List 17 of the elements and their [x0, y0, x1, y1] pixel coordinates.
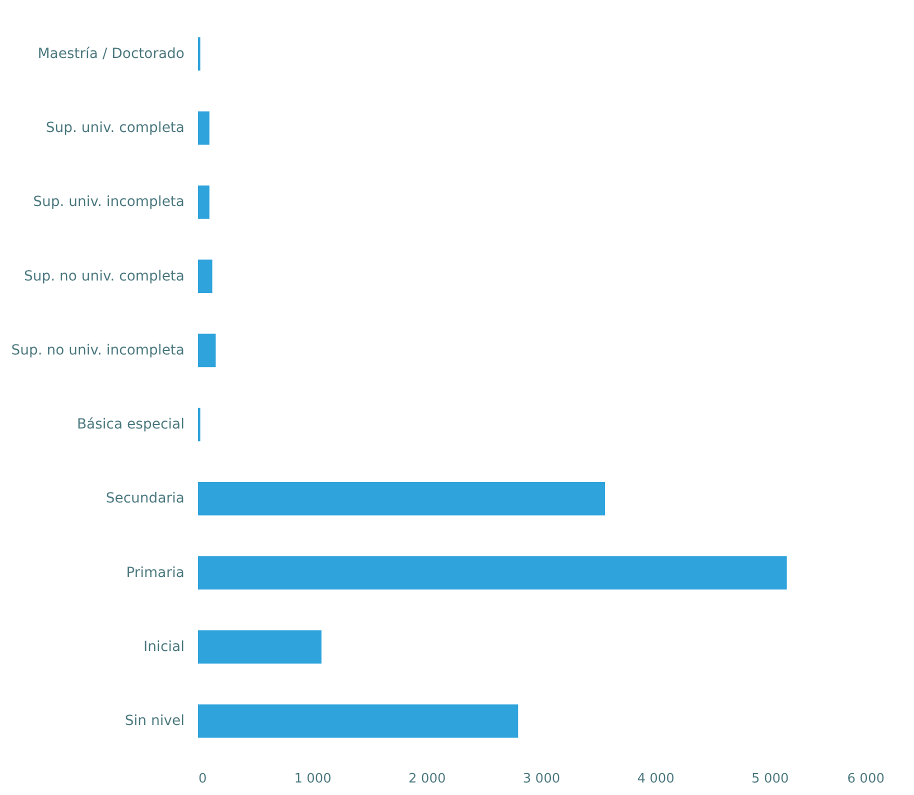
y-tick-label: Primaria [126, 564, 184, 581]
x-tick-label: 3 000 [522, 772, 560, 786]
y-tick-label: Sup. univ. incompleta [33, 194, 184, 210]
x-tick-label: 0 [198, 772, 207, 786]
y-tick-label: Sup. univ. completa [46, 120, 184, 136]
x-tick-label: 2 000 [408, 772, 446, 786]
y-tick-label: Sup. no univ. incompleta [11, 342, 184, 358]
y-tick-label: Secundaria [106, 490, 184, 507]
y-tick-label: Inicial [144, 638, 184, 655]
y-tick-label: Básica especial [76, 416, 184, 433]
x-tick-label: 1 000 [294, 772, 332, 786]
x-tick-label: 4 000 [637, 772, 674, 786]
y-tick-label: Maestría / Doctorado [38, 46, 184, 62]
x-tick-label: 6 000 [847, 772, 884, 786]
y-tick-label: Sup. no univ. completa [24, 268, 184, 284]
x-tick-label: 5 000 [752, 772, 789, 786]
y-tick-label: Sin nivel [124, 713, 184, 730]
